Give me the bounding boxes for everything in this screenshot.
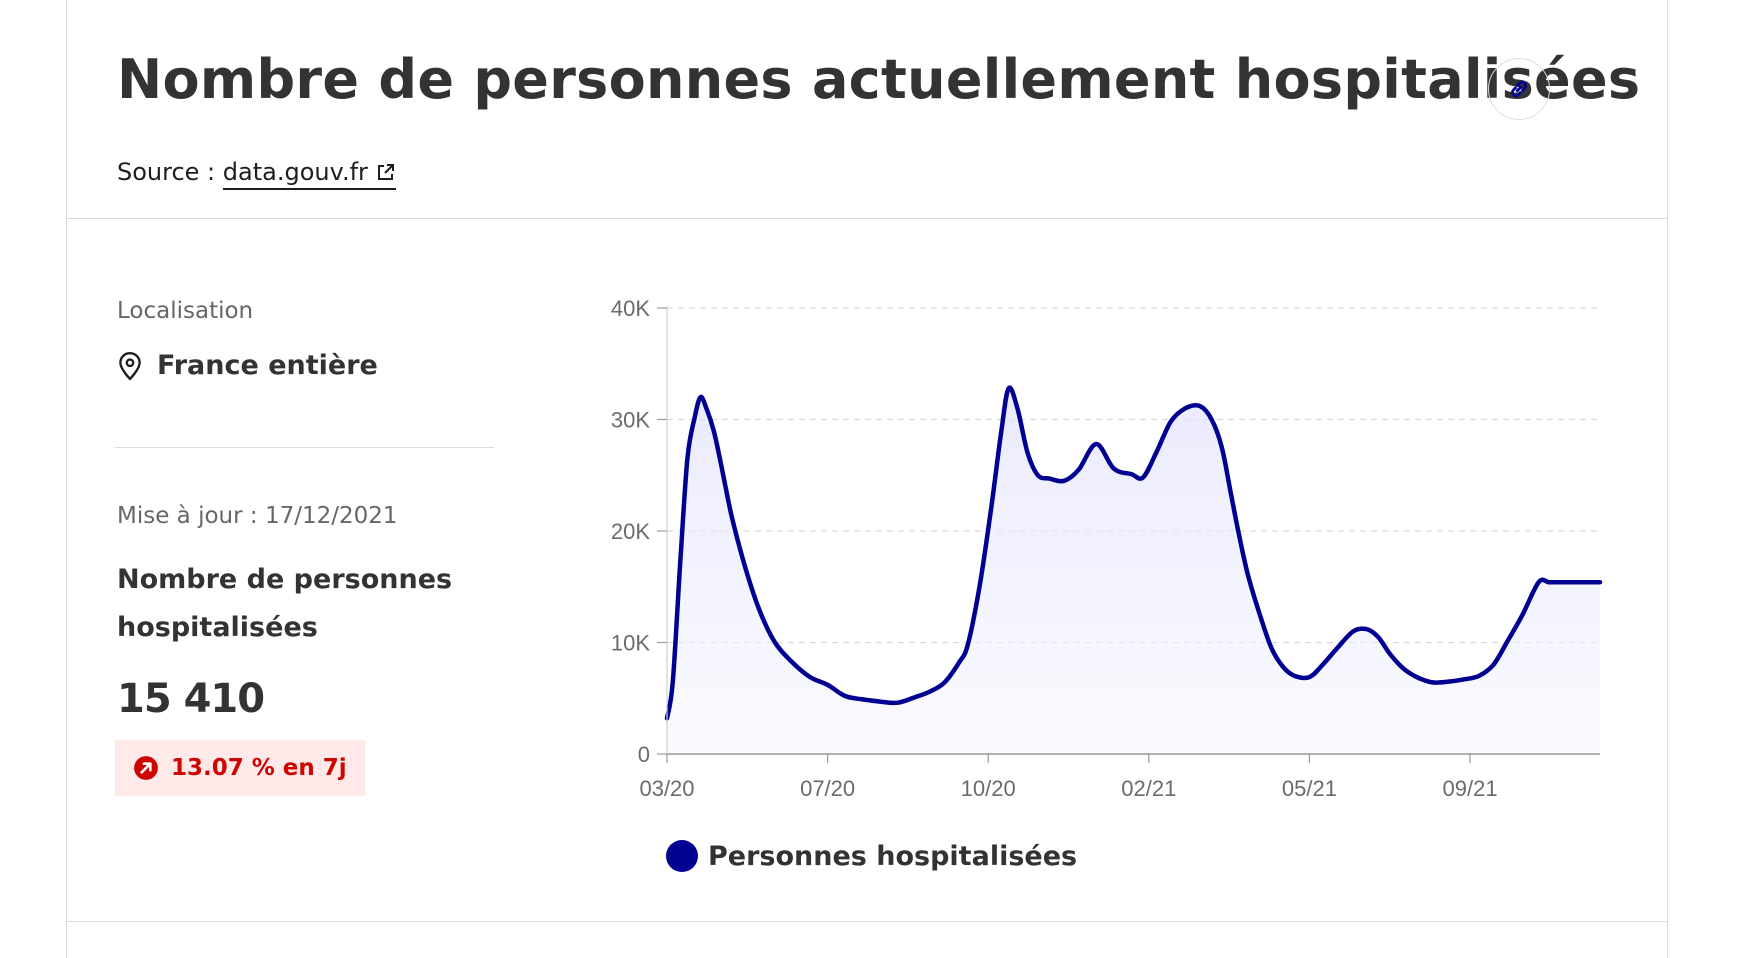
source-link[interactable]: data.gouv.fr xyxy=(222,158,396,190)
location-value: France entière xyxy=(157,350,378,381)
page-title: Nombre de personnes actuellement hospita… xyxy=(117,48,1641,111)
map-pin-icon xyxy=(119,351,141,381)
trend-text: 13.07 % en 7j xyxy=(171,755,347,781)
link-icon xyxy=(1511,80,1527,98)
source-line: Source : data.gouv.fr xyxy=(117,158,396,190)
source-prefix: Source : xyxy=(117,158,223,186)
x-tick-label: 03/20 xyxy=(639,776,694,801)
x-tick-label: 05/21 xyxy=(1282,776,1337,801)
location-label: Localisation xyxy=(117,298,254,324)
x-tick-label: 07/20 xyxy=(800,776,855,801)
metric-label: Nombre de personnes hospitalisées xyxy=(117,564,453,643)
header-divider xyxy=(66,218,1668,219)
location-selector[interactable]: France entière xyxy=(117,350,378,381)
footer-divider xyxy=(66,921,1668,922)
y-tick-label: 40K xyxy=(611,296,650,321)
series-line xyxy=(664,385,1603,721)
y-tick-label: 10K xyxy=(611,631,650,656)
x-tick-label: 09/21 xyxy=(1443,776,1498,801)
external-link-icon xyxy=(377,164,394,180)
series-area xyxy=(667,387,1600,754)
legend-label: Personnes hospitalisées xyxy=(708,840,1078,872)
source-link-text: data.gouv.fr xyxy=(222,158,368,186)
x-tick-label: 02/21 xyxy=(1121,776,1176,801)
y-tick-label: 20K xyxy=(611,519,650,544)
trend-badge: 13.07 % en 7j xyxy=(115,740,365,796)
update-date: Mise à jour : 17/12/2021 xyxy=(117,503,398,529)
y-tick-label: 30K xyxy=(611,408,650,433)
copy-link-button[interactable] xyxy=(1488,58,1550,120)
chart-card xyxy=(66,0,1668,958)
arrow-up-right-circle-icon xyxy=(134,756,158,780)
metric-value: 15 410 xyxy=(117,676,265,722)
legend-marker xyxy=(666,840,698,872)
y-tick-label: 0 xyxy=(638,742,650,767)
chart-legend[interactable]: Personnes hospitalisées xyxy=(666,840,1077,872)
x-tick-label: 10/20 xyxy=(961,776,1016,801)
sidebar-divider xyxy=(115,447,494,448)
